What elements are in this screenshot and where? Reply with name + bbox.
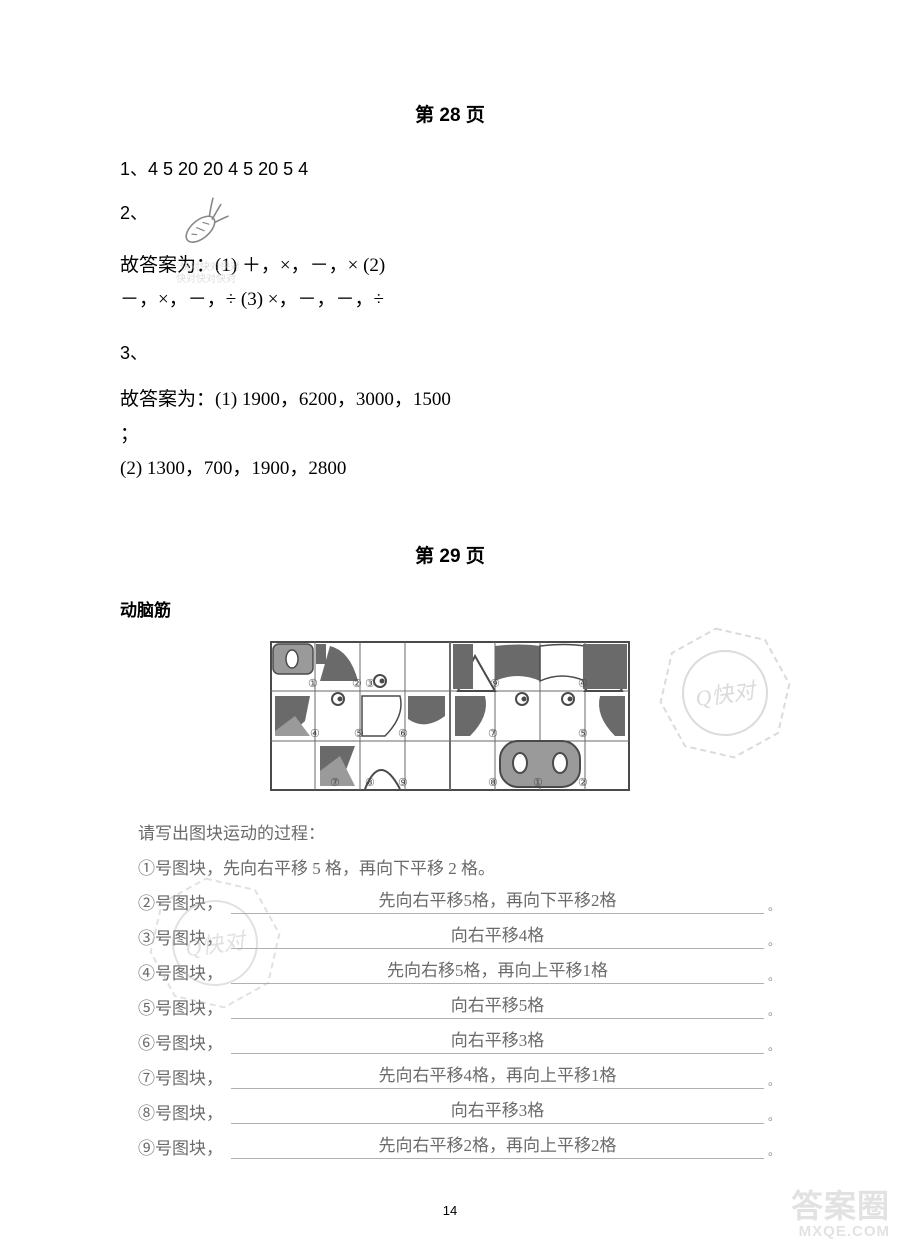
answer-row: ⑨号图块，先向右平移2格，再向上平移2格。 xyxy=(120,1134,780,1159)
answer-row: ⑦号图块，先向右平移4格，再向上平移1格。 xyxy=(120,1064,780,1089)
answer-blank: 向右平移3格 xyxy=(231,1102,764,1124)
q2-answer-2: －，×，－，÷ (3) ×，－，－，÷ xyxy=(120,283,780,317)
answer-row: ③号图块，向右平移4格。 xyxy=(120,924,780,949)
svg-text:Q快对: Q快对 xyxy=(694,678,760,712)
puzzle-example: ①号图块，先向右平移 5 格，再向下平移 2 格。 xyxy=(120,854,780,879)
stamp-icon: Q快对 xyxy=(640,608,809,777)
row-label: ⑨号图块， xyxy=(138,1134,223,1159)
answer-text: 向右平移3格 xyxy=(451,1026,545,1051)
answer-blank: 先向右平移5格，再向下平移2格 xyxy=(231,892,764,914)
svg-text:⑦: ⑦ xyxy=(488,728,498,740)
svg-text:①: ① xyxy=(533,777,543,789)
row-label: ③号图块， xyxy=(138,924,223,949)
row-label: ⑤号图块， xyxy=(138,994,223,1019)
carrot-icon xyxy=(170,188,239,255)
svg-text:②: ② xyxy=(352,678,362,690)
row-trail: 。 xyxy=(768,967,780,984)
svg-text:④: ④ xyxy=(578,678,588,690)
q3-answer-1: 故答案为：(1) 1900，6200，3000，1500 xyxy=(120,383,780,417)
svg-text:④: ④ xyxy=(310,728,320,740)
corner-bottom-text: MXQE.COM xyxy=(791,1223,890,1240)
answer-text: 先向右平移4格，再向上平移1格 xyxy=(378,1061,616,1086)
answer-blank: 向右平移5格 xyxy=(231,997,764,1019)
row-trail: 。 xyxy=(768,1002,780,1019)
q3-answer-3: (2) 1300，700，1900，2800 xyxy=(120,452,780,486)
row-trail: 。 xyxy=(768,897,780,914)
q1-line: 1、4 5 20 20 4 5 20 5 4 xyxy=(120,155,780,181)
answer-text: 向右平移5格 xyxy=(451,991,545,1016)
answer-row: ⑥号图块，向右平移3格。 xyxy=(120,1029,780,1054)
svg-text:⑥: ⑥ xyxy=(398,728,408,740)
q2-row: 2、 xyxy=(120,199,780,243)
q2-label: 2、 xyxy=(120,199,148,225)
watermark-text: 快对快对快对 xyxy=(176,270,236,285)
corner-top-text: 答案圈 xyxy=(791,1181,890,1227)
svg-text:⑨: ⑨ xyxy=(490,678,500,690)
q3-answer-2: ； xyxy=(120,418,780,452)
page-28-heading: 第 28 页 xyxy=(120,100,780,127)
answer-text: 先向右平移5格，再向下平移2格 xyxy=(378,886,616,911)
answer-text: 向右平移4格 xyxy=(451,921,545,946)
svg-text:①: ① xyxy=(308,678,318,690)
row-label: ④号图块， xyxy=(138,959,223,984)
answer-blank: 先向右平移2格，再向上平移2格 xyxy=(231,1137,764,1159)
svg-text:②: ② xyxy=(578,777,588,789)
answer-text: 先向右移5格，再向上平移1格 xyxy=(387,956,608,981)
svg-text:⑤: ⑤ xyxy=(354,728,364,740)
answer-blank: 先向右移5格，再向上平移1格 xyxy=(231,962,764,984)
page-number: 14 xyxy=(443,1203,457,1218)
corner-watermark: 答案圈 MXQE.COM xyxy=(791,1181,890,1240)
page-29-heading: 第 29 页 xyxy=(120,541,780,568)
answer-row: ⑤号图块，向右平移5格。 xyxy=(120,994,780,1019)
row-trail: 。 xyxy=(768,1107,780,1124)
svg-text:⑧: ⑧ xyxy=(365,777,375,789)
answer-blank: 先向右平移4格，再向上平移1格 xyxy=(231,1067,764,1089)
svg-text:⑦: ⑦ xyxy=(330,777,340,789)
row-trail: 。 xyxy=(768,1142,780,1159)
svg-text:③: ③ xyxy=(365,678,375,690)
svg-text:⑨: ⑨ xyxy=(398,777,408,789)
answer-blank: 向右平移3格 xyxy=(231,1032,764,1054)
answer-blank: 向右平移4格 xyxy=(231,927,764,949)
row-label: ⑦号图块， xyxy=(138,1064,223,1089)
row-trail: 。 xyxy=(768,1037,780,1054)
row-label: ②号图块， xyxy=(138,889,223,914)
answer-row: ④号图块，先向右移5格，再向上平移1格。 xyxy=(120,959,780,984)
puzzle-instruction: 请写出图块运动的过程： xyxy=(120,819,780,844)
row-label: ⑧号图块， xyxy=(138,1099,223,1124)
row-trail: 。 xyxy=(768,1072,780,1089)
q3-label: 3、 xyxy=(120,339,780,365)
answer-text: 向右平移3格 xyxy=(451,1096,545,1121)
svg-text:⑤: ⑤ xyxy=(578,728,588,740)
answer-text: 先向右平移2格，再向上平移2格 xyxy=(378,1131,616,1156)
row-trail: 。 xyxy=(768,932,780,949)
svg-text:⑧: ⑧ xyxy=(488,777,498,789)
section-brain: 动脑筋 xyxy=(120,596,780,621)
answer-row: ②号图块，先向右平移5格，再向下平移2格。 xyxy=(120,889,780,914)
row-label: ⑥号图块， xyxy=(138,1029,223,1054)
answer-rows: ②号图块，先向右平移5格，再向下平移2格。③号图块，向右平移4格。④号图块，先向… xyxy=(120,889,780,1159)
answer-row: ⑧号图块，向右平移3格。 xyxy=(120,1099,780,1124)
puzzle-image: ① ② ③ ⑨ ④ ④ ⑤ ⑥ ⑦ ⑤ ⑦ ⑧ ⑨ ⑧ ① ② xyxy=(270,641,630,791)
